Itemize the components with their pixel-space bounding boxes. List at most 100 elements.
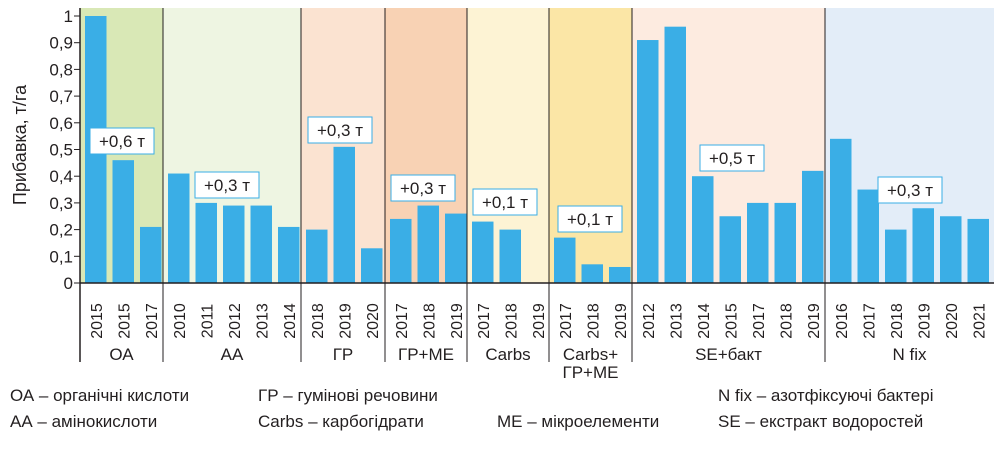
y-tick-label: 0 xyxy=(64,274,73,293)
y-tick-label: 0,5 xyxy=(49,141,73,160)
x-tick-label: 2020 xyxy=(944,303,961,339)
group-background xyxy=(825,8,994,283)
annotation-box xyxy=(194,171,260,199)
x-tick-label: 2017 xyxy=(861,303,878,339)
x-tick-label: 2013 xyxy=(668,303,685,339)
bar xyxy=(195,202,217,283)
x-tick-label: 2012 xyxy=(227,303,244,339)
bar xyxy=(719,216,741,283)
x-tick-label: 2010 xyxy=(172,303,189,339)
bar xyxy=(802,170,824,283)
annotation-box xyxy=(390,174,456,202)
bar xyxy=(140,226,162,283)
bar xyxy=(637,40,659,283)
x-tick-label: 2017 xyxy=(476,303,493,339)
y-tick-label: 0,3 xyxy=(49,194,73,213)
annotation-label: +0,3 т xyxy=(400,179,446,198)
annotation-label: +0,3 т xyxy=(317,121,363,140)
x-tick-label: 2014 xyxy=(282,303,299,339)
x-tick-label: 2015 xyxy=(723,303,740,339)
y-tick-label: 0,9 xyxy=(49,34,73,53)
group-label: Carbs xyxy=(485,345,530,364)
x-tick-label: 2018 xyxy=(503,303,520,339)
x-tick-label: 2018 xyxy=(778,303,795,339)
x-tick-label: 2014 xyxy=(696,303,713,339)
bar xyxy=(112,160,134,283)
x-tick-label: 2017 xyxy=(751,303,768,339)
bar xyxy=(774,202,796,283)
bar-chart: 0 0,1 0,2 0,3 0,4 0,5 0,6 0,7 0,8 0,9 1 Прибавка, т… xyxy=(10,7,994,380)
bar xyxy=(664,26,686,284)
bar xyxy=(581,264,603,283)
x-tick-label: 2020 xyxy=(365,303,382,339)
bar xyxy=(445,213,467,283)
annotation-box xyxy=(89,127,155,155)
x-tick-label: 2019 xyxy=(613,303,630,339)
annotation-box xyxy=(472,188,538,216)
annotation-label: +0,3 т xyxy=(887,181,933,200)
bar xyxy=(554,237,576,283)
y-tick-label: 0,1 xyxy=(49,247,73,266)
x-tick-label: 2019 xyxy=(916,303,933,339)
bar xyxy=(857,189,879,283)
bar xyxy=(940,216,962,283)
x-tick-label: 2015 xyxy=(89,303,106,339)
x-tick-label: 2017 xyxy=(144,303,161,339)
group-label: ГР+МЕ xyxy=(398,345,454,364)
y-tick-label: 0,6 xyxy=(49,114,73,133)
annotation-box xyxy=(699,144,765,172)
x-tick-label: 2018 xyxy=(585,303,602,339)
x-tick-label: 2018 xyxy=(421,303,438,339)
annotation-label: +0,1 т xyxy=(567,210,613,229)
bar xyxy=(223,205,245,283)
bar xyxy=(390,218,412,283)
bar xyxy=(609,266,631,283)
y-tick-label: 0,2 xyxy=(49,221,73,240)
bar xyxy=(499,229,521,283)
group-label: Carbs+ xyxy=(563,345,618,364)
group-background xyxy=(549,8,632,283)
x-tick-label: 2019 xyxy=(337,303,354,339)
legend-me: МЕ – мікроелементи xyxy=(497,412,660,431)
x-tick-label: 2011 xyxy=(199,304,216,339)
bar xyxy=(472,221,494,283)
legend-gr: ГР – гумінові речовини xyxy=(258,386,438,405)
annotation-label: +0,5 т xyxy=(709,149,755,168)
legend-carbs: Carbs – карбогідрати xyxy=(258,412,424,431)
x-tick-label: 2016 xyxy=(834,303,851,339)
annotation-box xyxy=(307,116,373,144)
bar xyxy=(912,208,934,283)
x-tick-label: 2021 xyxy=(971,303,988,339)
y-tick-label: 0,7 xyxy=(49,87,73,106)
annotation-label: +0,6 т xyxy=(99,132,145,151)
bar xyxy=(306,229,328,283)
bar xyxy=(333,146,355,283)
annotation-label: +0,3 т xyxy=(204,176,250,195)
bar xyxy=(168,173,190,283)
bar xyxy=(278,226,300,283)
x-tick-label: 2015 xyxy=(116,303,133,339)
x-tick-label: 2018 xyxy=(310,303,327,339)
group-label: АА xyxy=(221,345,244,364)
bar xyxy=(885,229,907,283)
y-axis-title: Прибавка, т/га xyxy=(10,84,30,205)
x-tick-label: 2017 xyxy=(394,303,411,339)
bar xyxy=(967,218,989,283)
y-tick-label: 1 xyxy=(64,7,73,26)
bar xyxy=(747,202,769,283)
annotation-box xyxy=(877,176,943,204)
x-tick-label: 2013 xyxy=(254,303,271,339)
x-tick-label: 2019 xyxy=(531,303,548,339)
x-tick-label: 2018 xyxy=(889,303,906,339)
y-tick-label: 0,4 xyxy=(49,167,73,186)
group-label: ГР+МЕ xyxy=(563,363,619,380)
legend-nfix: N fix – азотфіксуючі бактері xyxy=(718,386,934,405)
group-label: N fix xyxy=(893,345,928,364)
bar xyxy=(361,248,383,283)
group-label: SE+бакт xyxy=(695,345,762,364)
bar xyxy=(830,138,852,283)
group-label: ОА xyxy=(109,345,134,364)
x-tick-label: 2017 xyxy=(558,303,575,339)
legend-oa: ОА – органічні кислоти xyxy=(10,386,190,405)
x-tick-label: 2019 xyxy=(449,303,466,339)
